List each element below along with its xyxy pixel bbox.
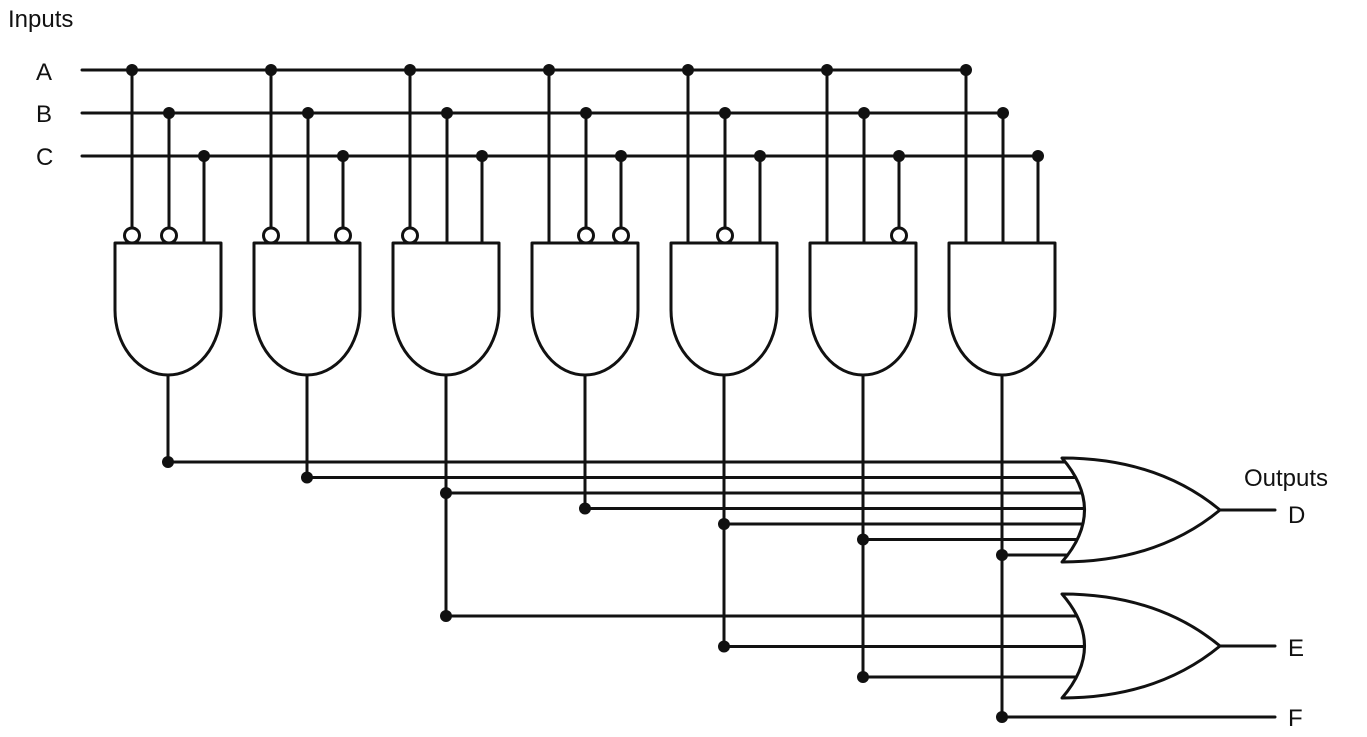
and-gate-6: [808, 241, 918, 377]
junction-dot: [996, 711, 1008, 723]
junction-dot: [682, 64, 694, 76]
junction-dot: [580, 107, 592, 119]
inverter-bubble: [334, 226, 352, 245]
junction-dots-layer: [126, 64, 1044, 723]
and-gate-7: [947, 241, 1057, 377]
junction-dot: [265, 64, 277, 76]
junction-dot: [404, 64, 416, 76]
junction-dot: [718, 518, 730, 530]
inverter-bubble: [577, 226, 595, 245]
junction-dot: [301, 471, 313, 484]
inverter-bubble: [716, 226, 734, 245]
junction-dot: [754, 150, 766, 162]
output-label-e: E: [1288, 635, 1304, 662]
junction-dot: [893, 150, 905, 162]
junction-dot: [543, 64, 555, 76]
junction-dot: [440, 610, 452, 622]
junction-dot: [1032, 150, 1044, 162]
and-gate-5: [669, 241, 779, 377]
junction-dot: [441, 107, 453, 119]
junction-dot: [857, 671, 869, 683]
or-gate-d: [1060, 456, 1222, 564]
junction-dot: [162, 456, 174, 468]
inputs-title: Inputs: [8, 6, 73, 33]
junction-dot: [302, 107, 314, 119]
junction-dot: [440, 487, 452, 499]
junction-dot: [858, 107, 870, 119]
junction-dot: [857, 533, 869, 546]
junction-dot: [718, 640, 730, 653]
inverter-bubble: [890, 226, 908, 245]
and-gate-4: [530, 241, 640, 377]
inverter-bubble: [612, 226, 630, 245]
inverter-bubble: [262, 226, 280, 245]
junction-dot: [719, 107, 731, 119]
junction-dot: [821, 64, 833, 76]
junction-dot: [579, 502, 591, 515]
and-gate-2: [252, 241, 362, 377]
output-label-d: D: [1288, 502, 1305, 529]
gates-layer: [113, 226, 1222, 700]
junction-dot: [960, 64, 972, 76]
junction-dot: [126, 64, 138, 76]
junction-dot: [997, 107, 1009, 119]
junction-dot: [615, 150, 627, 162]
inverter-bubble: [401, 226, 419, 245]
and-gate-3: [391, 241, 501, 377]
and-gate-1: [113, 241, 223, 377]
inverter-bubble: [160, 226, 178, 245]
inverter-bubble: [123, 226, 141, 245]
junction-dot: [476, 150, 488, 162]
output-label-f: F: [1288, 705, 1303, 732]
junction-dot: [337, 150, 349, 162]
junction-dot: [163, 107, 175, 119]
input-label-b: B: [36, 101, 52, 128]
or-gate-e: [1060, 592, 1222, 700]
junction-dot: [996, 549, 1008, 561]
input-label-a: A: [36, 59, 52, 86]
input-label-c: C: [36, 144, 53, 171]
outputs-title: Outputs: [1244, 465, 1328, 492]
wires-layer: [80, 68, 1277, 719]
junction-dot: [198, 150, 210, 162]
